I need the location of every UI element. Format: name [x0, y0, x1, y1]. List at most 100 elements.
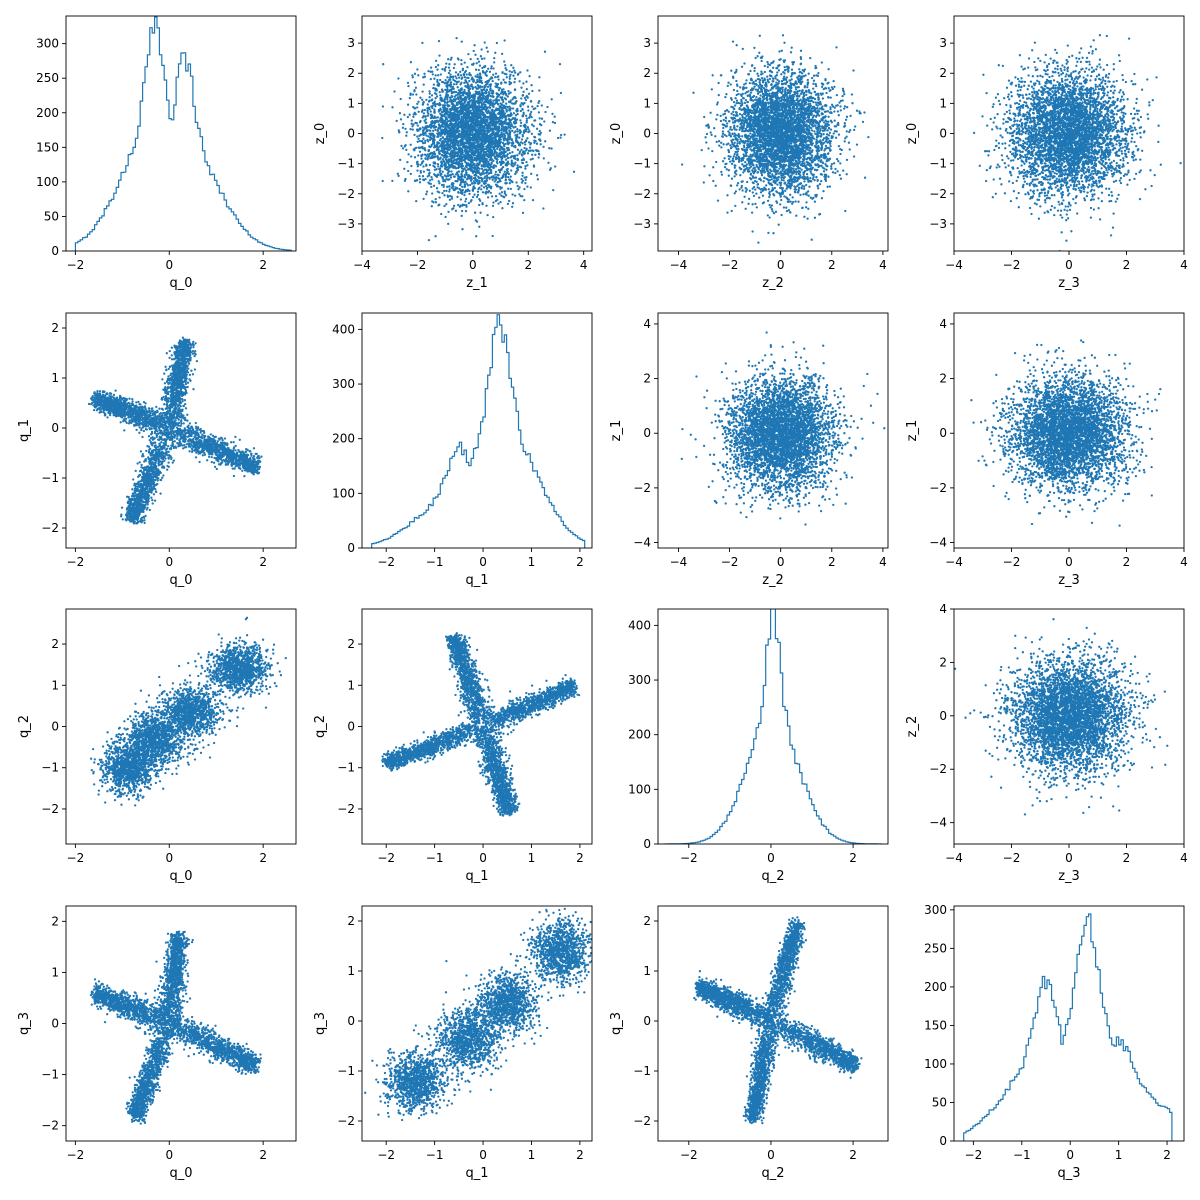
scatter-point	[512, 145, 516, 148]
scatter-point	[397, 129, 400, 132]
scatter-point	[431, 133, 434, 136]
scatter-point	[558, 62, 562, 66]
scatter-point	[505, 171, 509, 174]
scatter-point	[461, 169, 465, 173]
scatter-point	[457, 191, 460, 194]
scatter-point	[484, 192, 487, 195]
scatter-point	[417, 129, 420, 132]
scatter-point	[408, 96, 411, 100]
scatter-point	[735, 147, 738, 151]
scatter-point	[475, 144, 479, 147]
scatter-point	[512, 162, 515, 165]
scatter-point	[460, 148, 463, 151]
scatter-point	[511, 117, 514, 120]
scatter-point	[511, 151, 514, 154]
scatter-point	[485, 174, 489, 177]
scatter-point	[784, 189, 787, 192]
scatter-point	[523, 152, 527, 155]
scatter-point	[489, 185, 492, 189]
scatter-point	[476, 130, 479, 133]
y-tick-label: −1	[337, 157, 355, 171]
scatter-point	[509, 179, 512, 182]
scatter-point	[399, 118, 403, 121]
scatter-point	[448, 194, 452, 198]
scatter-point	[479, 173, 482, 177]
scatter-point	[487, 172, 490, 175]
scatter-point	[486, 50, 489, 53]
scatter-point	[522, 150, 525, 153]
scatter-point	[452, 175, 456, 178]
scatter-point	[526, 152, 530, 155]
scatter-point	[457, 161, 461, 164]
scatter-point	[467, 158, 470, 161]
scatter-point	[446, 142, 450, 146]
scatter-point	[742, 153, 745, 156]
scatter-point	[485, 132, 488, 136]
scatter-point	[459, 204, 462, 207]
scatter-point	[427, 174, 431, 177]
scatter-point	[429, 77, 432, 81]
scatter-point	[500, 120, 503, 124]
scatter-point	[399, 97, 402, 101]
scatter-point	[522, 112, 525, 116]
scatter-point	[443, 68, 446, 71]
scatter-point	[413, 149, 416, 152]
scatter-point	[446, 130, 450, 133]
scatter-point	[470, 166, 473, 169]
scatter-point	[470, 164, 474, 167]
scatter-point	[478, 167, 481, 170]
scatter-point	[521, 161, 525, 165]
scatter-point	[747, 202, 750, 205]
scatter-point	[454, 146, 457, 150]
scatter-point	[427, 154, 431, 158]
scatter-point	[488, 158, 491, 161]
scatter-point	[466, 93, 470, 96]
scatter-point	[446, 96, 449, 99]
scatter-point	[445, 118, 449, 121]
scatter-point	[531, 153, 534, 156]
scatter-point	[518, 136, 521, 139]
scatter-point	[496, 116, 500, 120]
scatter-point	[499, 112, 502, 115]
scatter-point	[854, 125, 857, 128]
scatter-point	[417, 100, 420, 103]
scatter-point	[754, 202, 757, 206]
scatter-point	[497, 102, 500, 106]
scatter-point	[523, 146, 526, 150]
scatter-point	[502, 195, 505, 198]
scatter-point	[447, 58, 450, 61]
scatter-point	[450, 92, 453, 95]
scatter-point	[499, 123, 503, 126]
scatter-point	[478, 72, 482, 75]
scatter-point	[481, 106, 485, 109]
scatter-point	[516, 168, 520, 171]
scatter-point	[493, 149, 497, 152]
scatter-point	[506, 167, 509, 171]
scatter-point	[419, 146, 423, 149]
scatter-point	[395, 119, 398, 123]
scatter-point	[520, 158, 524, 162]
scatter-point	[789, 193, 792, 196]
scatter-point	[482, 164, 485, 167]
scatter-point	[409, 92, 412, 95]
scatter-point	[489, 169, 492, 172]
scatter-point	[450, 165, 454, 168]
scatter-point	[439, 96, 442, 100]
scatter-point	[433, 101, 436, 105]
scatter-point	[544, 140, 547, 143]
scatter-point	[553, 121, 557, 125]
scatter-point	[444, 180, 447, 183]
scatter-point	[538, 117, 541, 120]
scatter-point	[500, 151, 503, 154]
scatter-point	[489, 119, 492, 123]
scatter-point	[496, 140, 500, 143]
scatter-point	[507, 123, 510, 126]
scatter-point	[500, 176, 504, 180]
scatter-point	[457, 116, 460, 119]
scatter-point	[504, 164, 508, 167]
scatter-point	[465, 126, 469, 130]
histogram-step-line	[74, 16, 292, 251]
scatter-point	[845, 158, 849, 162]
scatter-point	[450, 161, 453, 164]
